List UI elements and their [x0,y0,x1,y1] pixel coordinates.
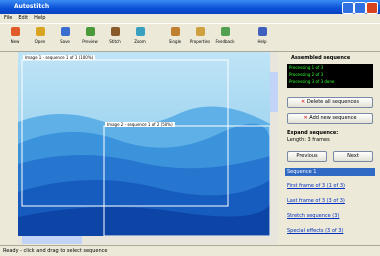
tool-icon [111,27,120,36]
tool-icon [136,27,145,36]
image-label: Image 2 - sequence 1 of 2 (50%) [105,122,175,127]
toolbar-button[interactable]: Zoom [129,27,151,44]
tool-label: Zoom [134,39,146,44]
tool-icon [258,27,267,36]
toolbar: New Open Save Preview Stitch Zoom Single Proper… [0,23,380,52]
button-label: Delete all sequences [307,99,359,105]
image-label: Image 1 - sequence 1 of 1 (100%) [23,55,95,60]
toolbar-button[interactable]: Stitch [104,27,126,44]
console-line: Processing 1 of 3 [289,64,373,71]
app-window: Autostitch File Edit Help New Open Save Previ… [0,0,380,256]
tool-label: Open [35,39,46,44]
tool-label: Save [60,39,70,44]
list-link[interactable]: Special effects (3 of 3) [287,228,343,234]
toolbar-button[interactable]: New [4,27,26,44]
list-link[interactable]: Stretch sequence (3) [287,213,339,219]
selected-item[interactable]: Sequence 1 [285,168,375,176]
minimize-button[interactable] [342,2,354,14]
tool-label: Help [257,39,266,44]
tool-icon [11,27,20,36]
toolbar-button[interactable]: Preview [79,27,101,44]
list-link[interactable]: First frame of 3 (1 of 3) [287,183,345,189]
expand-label: Expand sequence: [287,130,338,136]
status-bar: Ready - click and drag to select sequenc… [0,245,380,256]
tool-icon [196,27,205,36]
menu-item[interactable]: Help [34,14,45,22]
list-link[interactable]: Last frame of 3 (3 of 3) [287,198,345,204]
length-label: Length: 3 frames [287,137,330,143]
console-line: Processing 3 of 3 done [289,78,373,85]
menu-item[interactable]: File [4,14,12,22]
add-button[interactable]: ✕ Add new sequence [287,113,373,124]
tool-icon [221,27,230,36]
button-label: Add new sequence [309,115,356,121]
toolbar-button[interactable]: Feedback [214,27,236,44]
toolbar-button[interactable]: Save [54,27,76,44]
close-button[interactable] [366,2,378,14]
panel-header: Assembled sequence [291,55,350,61]
window-title: Autostitch [0,3,49,10]
menu-item[interactable]: Edit [18,14,28,22]
tool-label: Feedback [215,39,234,44]
menu-bar: File Edit Help [0,14,380,22]
tool-label: Properties [190,39,210,44]
title-bar: Autostitch [0,0,380,14]
maximize-button[interactable] [354,2,366,14]
next-button[interactable]: Next [333,151,373,162]
tool-icon [171,27,180,36]
tool-label: New [11,39,20,44]
delete-button[interactable]: ✕ Delete all sequences [287,97,373,108]
tool-label: Stitch [109,39,121,44]
tool-label: Single [169,39,181,44]
previous-button[interactable]: Previous [287,151,327,162]
tool-label: Preview [82,39,98,44]
tool-icon [61,27,70,36]
console-line: Processing 2 of 3 [289,71,373,78]
image-canvas[interactable]: Image 1 - sequence 1 of 1 (100%) Image 2… [18,52,278,244]
toolbar-button[interactable]: Open [29,27,51,44]
toolbar-button[interactable]: Single [164,27,186,44]
toolbar-button[interactable]: Help [251,27,273,44]
toolbar-button[interactable]: Properties [189,27,211,44]
tool-icon [36,27,45,36]
tool-icon [86,27,95,36]
panorama [18,52,278,244]
